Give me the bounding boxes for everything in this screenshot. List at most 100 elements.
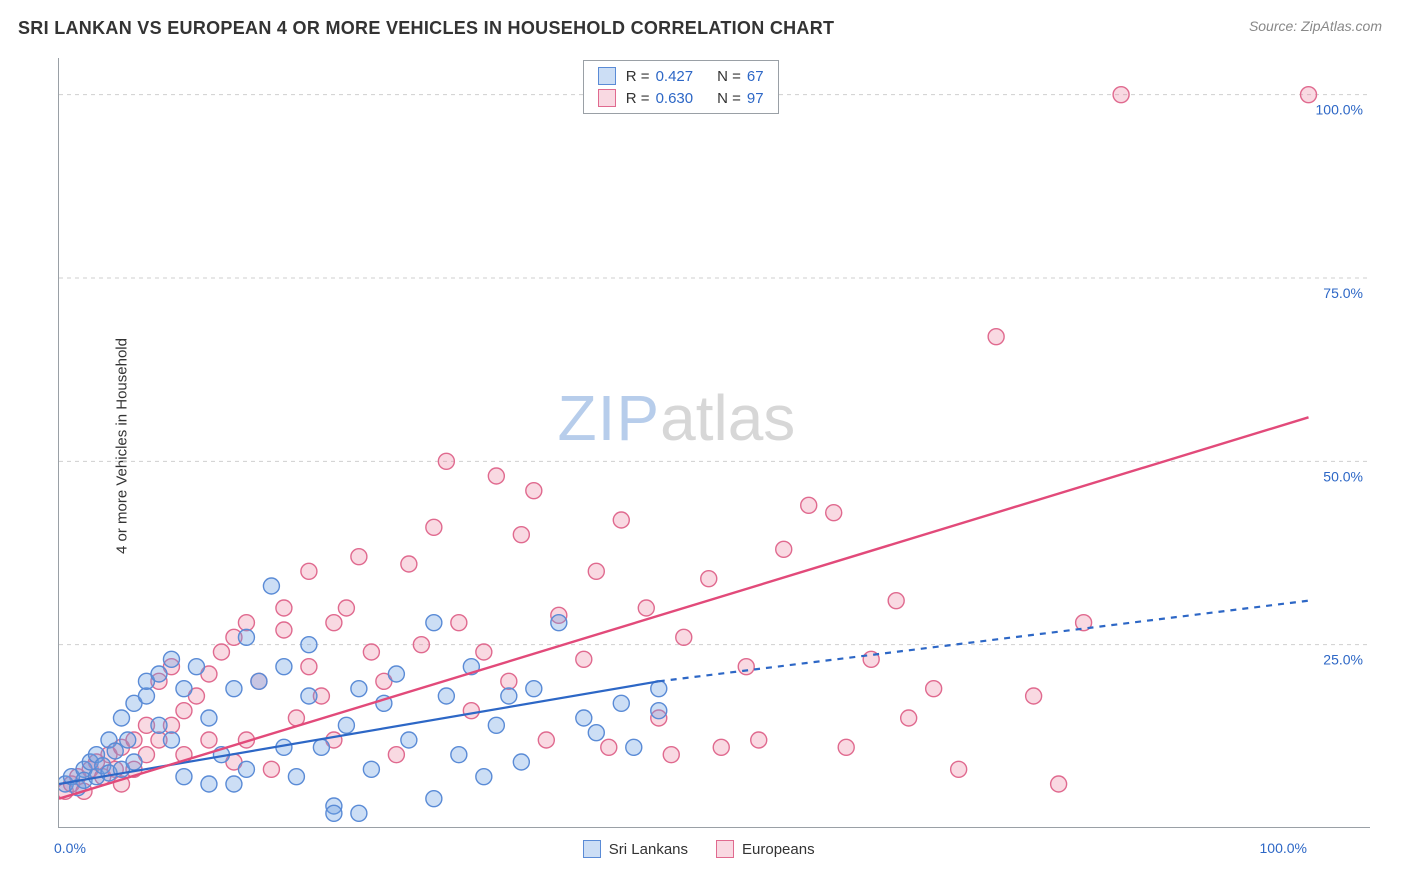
source-attribution: Source: ZipAtlas.com [1249,18,1382,34]
data-point [588,725,604,741]
data-point [388,747,404,763]
data-point [201,710,217,726]
legend-swatch [716,840,734,858]
data-point [776,541,792,557]
data-point [176,769,192,785]
data-point [163,732,179,748]
data-point [526,483,542,499]
data-point [551,615,567,631]
data-point [351,681,367,697]
data-point [188,659,204,675]
data-point [488,468,504,484]
data-point [363,644,379,660]
legend-swatch [583,840,601,858]
data-point [901,710,917,726]
data-point [326,805,342,821]
y-tick-label: 100.0% [1316,102,1363,118]
legend-r: R =0.427 [626,68,693,85]
data-point [613,695,629,711]
data-point [613,512,629,528]
chart-container: SRI LANKAN VS EUROPEAN 4 OR MORE VEHICLE… [0,0,1406,892]
data-point [651,703,667,719]
data-point [951,761,967,777]
data-point [488,717,504,733]
legend-stats-row: R =0.630 N =97 [584,87,778,109]
data-point [588,563,604,579]
data-point [263,761,279,777]
data-point [238,629,254,645]
data-point [238,615,254,631]
data-point [463,703,479,719]
data-point [276,622,292,638]
data-point [363,761,379,777]
legend-series: Sri Lankans Europeans [583,840,815,858]
data-point [676,629,692,645]
data-point [176,681,192,697]
data-point [576,710,592,726]
legend-series-label: Europeans [742,841,815,858]
y-tick-label: 75.0% [1323,285,1363,301]
data-point [426,615,442,631]
legend-swatch [598,67,616,85]
data-point [426,519,442,535]
chart-title: SRI LANKAN VS EUROPEAN 4 OR MORE VEHICLE… [18,18,834,39]
data-point [738,659,754,675]
data-point [301,688,317,704]
data-point [338,600,354,616]
data-point [1051,776,1067,792]
data-point [113,710,129,726]
data-point [201,776,217,792]
data-point [538,732,554,748]
data-point [501,688,517,704]
data-point [351,549,367,565]
data-point [888,593,904,609]
data-point [426,791,442,807]
data-point [301,563,317,579]
data-point [476,769,492,785]
data-point [301,637,317,653]
legend-series-item: Europeans [716,840,815,858]
x-axis-label-max: 100.0% [1260,840,1307,856]
data-point [276,600,292,616]
data-point [451,615,467,631]
data-point [451,747,467,763]
source-prefix: Source: [1249,18,1301,34]
data-point [713,739,729,755]
data-point [401,732,417,748]
data-point [701,571,717,587]
data-point [838,739,854,755]
legend-r: R =0.630 [626,90,693,107]
data-point [926,681,942,697]
data-point [251,673,267,689]
data-point [151,717,167,733]
source-name: ZipAtlas.com [1301,18,1382,34]
trend-line-extrapolated [659,601,1309,682]
legend-n: N =97 [717,90,763,107]
data-point [501,673,517,689]
data-point [576,651,592,667]
data-point [263,578,279,594]
data-point [301,659,317,675]
y-tick-label: 50.0% [1323,468,1363,484]
series-Sri Lankans [59,578,667,821]
plot-area: 25.0%50.0%75.0%100.0% ZIPatlas [58,58,1370,828]
data-point [826,505,842,521]
data-point [801,497,817,513]
data-point [663,747,679,763]
data-point [1026,688,1042,704]
series-Europeans [59,87,1317,800]
data-point [288,769,304,785]
x-axis-label-min: 0.0% [54,840,86,856]
data-point [1113,87,1129,103]
data-point [626,739,642,755]
data-point [751,732,767,748]
legend-stats: R =0.427N =67R =0.630N =97 [583,60,779,114]
legend-series-label: Sri Lankans [609,841,688,858]
data-point [401,556,417,572]
data-point [107,743,123,759]
data-point [338,717,354,733]
data-point [276,659,292,675]
data-point [988,329,1004,345]
data-point [226,776,242,792]
data-point [526,681,542,697]
